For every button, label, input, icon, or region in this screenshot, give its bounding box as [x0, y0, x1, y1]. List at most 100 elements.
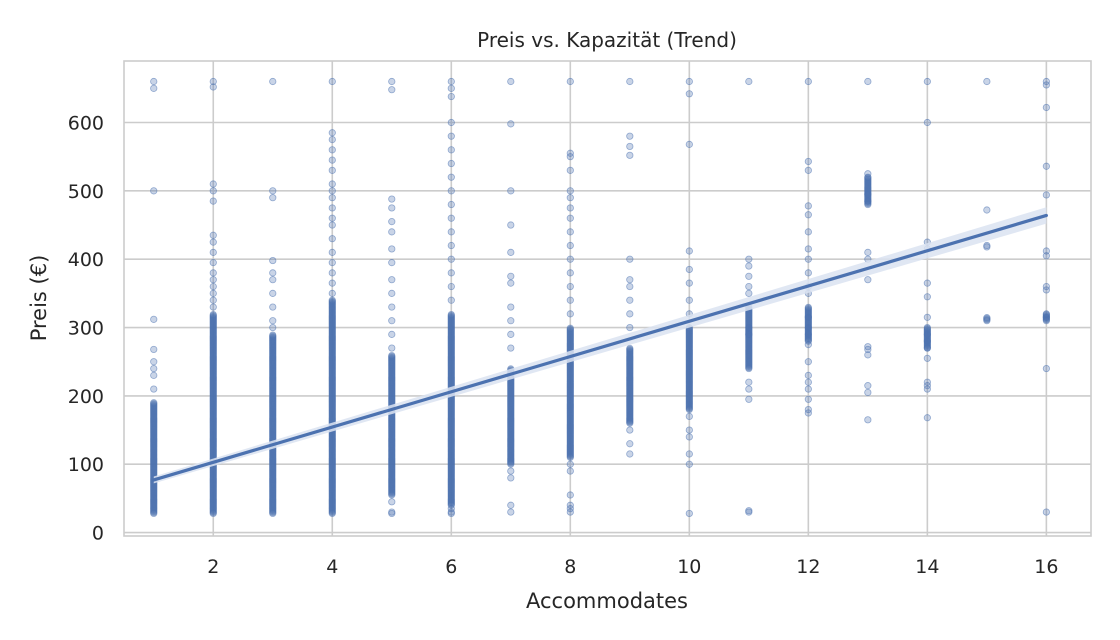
data-point — [923, 354, 931, 362]
data-point — [566, 204, 574, 212]
data-point — [328, 259, 336, 267]
data-point — [388, 276, 396, 284]
data-point — [983, 206, 991, 214]
data-point — [923, 414, 931, 422]
data-point — [209, 276, 217, 284]
y-tick-label: 300 — [68, 318, 104, 340]
data-point — [566, 255, 574, 263]
data-point — [626, 440, 634, 448]
data-point — [507, 501, 515, 509]
data-point — [745, 282, 753, 291]
data-point — [447, 92, 455, 101]
chart-title: Preis vs. Kapazität (Trend) — [477, 28, 737, 52]
data-point — [804, 202, 812, 210]
data-point — [328, 166, 336, 174]
data-point — [685, 450, 693, 458]
data-point — [507, 508, 515, 516]
data-point — [269, 317, 277, 325]
data-point — [209, 259, 217, 267]
data-point — [1042, 313, 1050, 321]
data-point — [447, 509, 455, 518]
data-point — [804, 245, 812, 253]
data-point — [566, 296, 574, 304]
data-point — [745, 323, 753, 332]
data-point — [447, 146, 455, 154]
data-point — [328, 146, 336, 154]
x-tick-label: 6 — [445, 556, 457, 578]
data-point — [269, 331, 277, 339]
data-point — [388, 86, 396, 94]
data-point — [388, 228, 396, 236]
data-point — [150, 364, 158, 373]
data-point — [447, 269, 455, 277]
y-tick-label: 600 — [68, 113, 104, 135]
data-point — [447, 282, 455, 291]
data-point — [507, 279, 515, 287]
data-point — [685, 426, 693, 434]
data-point — [626, 450, 634, 458]
data-point — [507, 303, 515, 311]
data-point — [388, 218, 396, 226]
y-tick-label: 500 — [68, 181, 104, 203]
data-point — [209, 187, 217, 195]
data-point — [328, 180, 336, 188]
data-point — [685, 279, 693, 287]
data-point — [507, 317, 515, 325]
data-point — [745, 508, 753, 516]
data-point — [566, 460, 574, 468]
data-point — [328, 296, 336, 304]
data-point — [328, 77, 336, 86]
data-point — [1042, 286, 1050, 294]
data-point — [328, 235, 336, 243]
data-point — [150, 84, 158, 92]
data-point — [685, 460, 693, 468]
data-point — [388, 317, 396, 325]
data-point — [388, 498, 396, 506]
data-point — [626, 77, 634, 86]
data-point — [209, 197, 217, 205]
data-point — [626, 282, 634, 291]
data-point — [388, 351, 396, 360]
data-point — [864, 248, 872, 256]
data-point — [804, 378, 812, 386]
data-point — [745, 262, 753, 270]
data-point — [388, 195, 396, 203]
data-point — [328, 204, 336, 212]
data-point — [269, 77, 277, 86]
data-point — [447, 173, 455, 181]
data-point — [209, 231, 217, 239]
data-point — [507, 77, 515, 86]
data-point — [864, 416, 872, 424]
data-point — [209, 238, 217, 246]
data-point — [804, 166, 812, 174]
data-point — [388, 77, 396, 86]
data-point — [983, 243, 991, 251]
data-point — [745, 330, 753, 338]
x-tick-label: 8 — [564, 556, 576, 578]
data-point — [388, 330, 396, 338]
data-point — [447, 255, 455, 263]
data-point — [388, 303, 396, 311]
data-point — [566, 166, 574, 174]
data-point — [328, 289, 336, 297]
data-point — [328, 214, 336, 222]
data-point — [685, 433, 693, 441]
x-tick-label: 16 — [1034, 556, 1058, 578]
x-tick-label: 10 — [677, 556, 701, 578]
data-point — [626, 296, 634, 304]
data-point — [447, 200, 455, 209]
data-point — [447, 118, 455, 127]
data-point — [864, 382, 872, 390]
data-point — [923, 323, 931, 332]
data-point — [447, 187, 455, 195]
data-point — [1042, 191, 1050, 199]
data-point — [923, 344, 931, 352]
data-points — [150, 77, 1050, 518]
x-axis-label: Accommodates — [526, 589, 688, 613]
data-point — [150, 77, 158, 86]
data-point — [150, 315, 158, 323]
data-point — [507, 120, 515, 128]
data-point — [209, 77, 217, 86]
data-point — [566, 228, 574, 236]
